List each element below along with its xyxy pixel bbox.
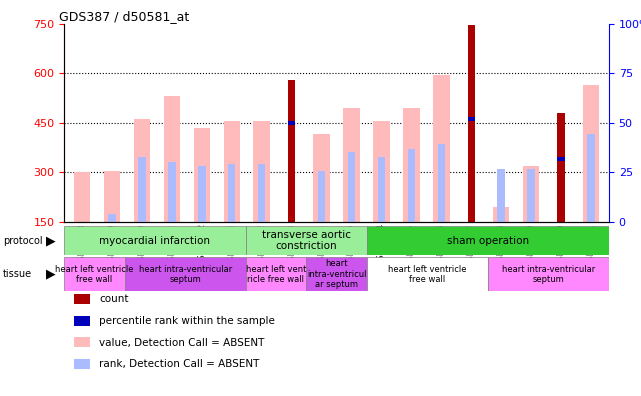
Text: heart intra-ventricular
septum: heart intra-ventricular septum	[138, 265, 232, 284]
Bar	[288, 80, 296, 222]
Text: ▶: ▶	[46, 268, 56, 281]
Bar	[138, 157, 146, 222]
Bar	[467, 25, 475, 222]
Bar	[367, 226, 609, 255]
Bar	[403, 108, 420, 222]
Bar	[318, 171, 325, 222]
Text: heart
intra-ventricul
ar septum: heart intra-ventricul ar septum	[307, 259, 366, 289]
Bar	[163, 96, 180, 222]
Bar	[587, 134, 595, 222]
Bar	[557, 157, 565, 161]
Bar	[168, 162, 176, 222]
Bar	[583, 85, 599, 222]
Bar	[344, 108, 360, 222]
Text: sham operation: sham operation	[447, 236, 529, 246]
Bar	[467, 118, 475, 122]
Bar	[313, 134, 329, 222]
Bar	[246, 226, 367, 255]
Bar	[488, 257, 609, 291]
Bar	[408, 149, 415, 222]
Text: heart left vent
ricle free wall: heart left vent ricle free wall	[246, 265, 306, 284]
Text: heart left ventricle
free wall: heart left ventricle free wall	[388, 265, 467, 284]
Bar	[523, 166, 539, 222]
Bar	[224, 121, 240, 222]
Bar	[306, 257, 367, 291]
Bar	[288, 121, 296, 125]
Bar	[348, 152, 355, 222]
Bar	[108, 213, 116, 222]
Bar	[497, 169, 505, 222]
Bar	[438, 144, 445, 222]
Text: percentile rank within the sample: percentile rank within the sample	[99, 316, 275, 326]
Bar	[493, 207, 510, 222]
Text: tissue: tissue	[3, 269, 32, 279]
Bar	[246, 257, 306, 291]
Bar	[198, 166, 206, 222]
Bar	[124, 257, 246, 291]
Text: count: count	[99, 294, 129, 304]
Text: rank, Detection Call = ABSENT: rank, Detection Call = ABSENT	[99, 359, 260, 369]
Bar	[378, 157, 385, 222]
Text: protocol: protocol	[3, 236, 43, 246]
Bar	[373, 121, 390, 222]
Text: myocardial infarction: myocardial infarction	[99, 236, 210, 246]
Text: heart intra-ventricular
septum: heart intra-ventricular septum	[502, 265, 595, 284]
Text: ▶: ▶	[46, 234, 56, 247]
Text: transverse aortic
constriction: transverse aortic constriction	[262, 230, 351, 251]
Bar	[253, 121, 270, 222]
Bar	[557, 113, 565, 222]
Text: heart left ventricle
free wall: heart left ventricle free wall	[55, 265, 133, 284]
Bar	[64, 226, 246, 255]
Bar	[64, 257, 124, 291]
Bar	[228, 164, 235, 222]
Bar	[433, 75, 449, 222]
Text: value, Detection Call = ABSENT: value, Detection Call = ABSENT	[99, 337, 265, 348]
Text: GDS387 / d50581_at: GDS387 / d50581_at	[59, 10, 189, 23]
Bar	[74, 172, 90, 222]
Bar	[194, 128, 210, 222]
Bar	[528, 169, 535, 222]
Bar	[134, 120, 150, 222]
Bar	[104, 171, 121, 222]
Bar	[258, 164, 265, 222]
Bar	[367, 257, 488, 291]
